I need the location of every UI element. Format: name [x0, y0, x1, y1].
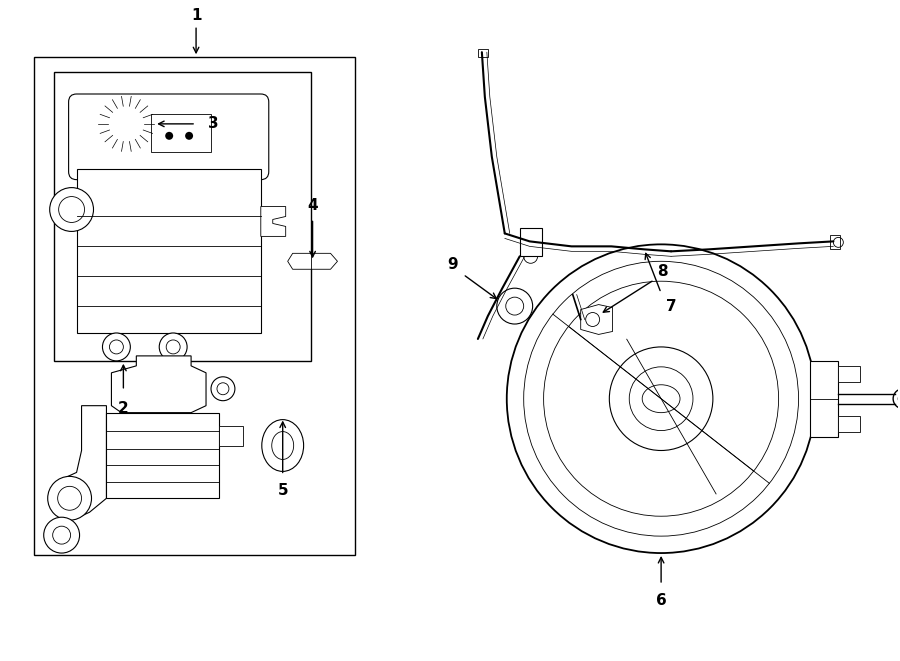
Circle shape	[629, 367, 693, 430]
Text: 4: 4	[307, 198, 318, 213]
Bar	[54, 72, 310, 361]
Circle shape	[103, 333, 130, 361]
Circle shape	[159, 333, 187, 361]
Circle shape	[185, 132, 193, 140]
Text: 5: 5	[277, 483, 288, 498]
Bar	[151, 114, 211, 152]
Circle shape	[58, 196, 85, 223]
Circle shape	[166, 132, 173, 140]
Text: 6: 6	[656, 594, 667, 608]
Circle shape	[211, 377, 235, 401]
Circle shape	[98, 96, 154, 152]
Circle shape	[609, 347, 713, 451]
Polygon shape	[106, 412, 219, 498]
Circle shape	[497, 288, 533, 324]
Polygon shape	[57, 406, 106, 518]
Circle shape	[506, 297, 524, 315]
Text: 1: 1	[191, 8, 202, 23]
Circle shape	[50, 188, 94, 231]
Polygon shape	[288, 253, 338, 269]
Text: 2: 2	[118, 401, 129, 416]
Circle shape	[507, 245, 815, 553]
Bar	[811, 361, 839, 436]
Circle shape	[111, 108, 142, 140]
Polygon shape	[261, 206, 285, 237]
Ellipse shape	[272, 432, 293, 459]
Bar	[76, 169, 261, 333]
Bar	[478, 49, 488, 57]
Text: 3: 3	[208, 116, 219, 132]
Text: 8: 8	[657, 264, 668, 279]
Ellipse shape	[643, 385, 680, 412]
Bar	[519, 229, 542, 256]
Circle shape	[48, 477, 92, 520]
Bar	[839, 366, 860, 382]
Circle shape	[166, 340, 180, 354]
Circle shape	[58, 486, 82, 510]
Circle shape	[110, 340, 123, 354]
Polygon shape	[219, 426, 243, 446]
Polygon shape	[580, 305, 613, 334]
Bar	[839, 416, 860, 432]
Text: 7: 7	[666, 299, 677, 313]
Circle shape	[44, 517, 79, 553]
Ellipse shape	[262, 420, 303, 471]
Text: 9: 9	[447, 256, 458, 272]
Bar	[831, 235, 841, 249]
Polygon shape	[112, 356, 206, 412]
Circle shape	[53, 526, 70, 544]
Bar	[34, 57, 356, 555]
FancyBboxPatch shape	[68, 94, 269, 180]
